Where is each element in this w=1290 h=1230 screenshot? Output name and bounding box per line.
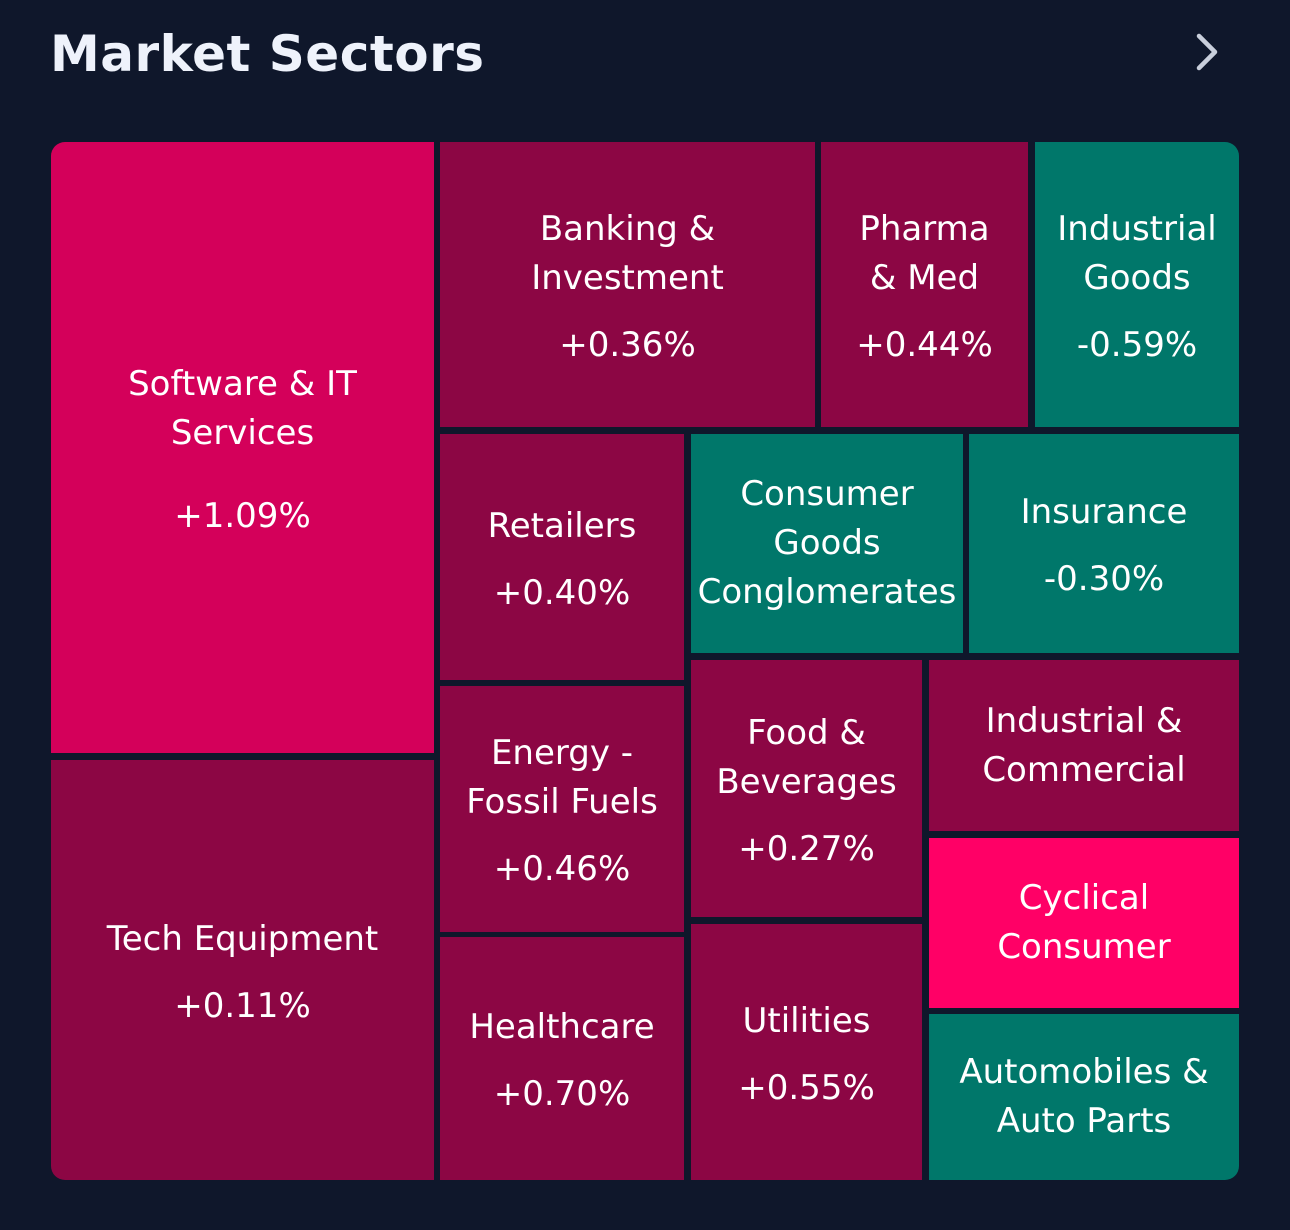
sector-tile-tech-equipment[interactable]: Tech Equipment +0.11% (51, 760, 434, 1180)
sector-tile-industrial-goods[interactable]: Industrial Goods -0.59% (1035, 142, 1239, 427)
sector-tile-food-beverages[interactable]: Food & Beverages +0.27% (691, 660, 922, 917)
sector-name: Energy - Fossil Fuels (466, 733, 658, 822)
sector-name: Automobiles & Auto Parts (959, 1052, 1209, 1141)
sector-name: Cyclical Consumer (997, 878, 1171, 967)
sector-tile-automobiles-auto-parts[interactable]: Automobiles & Auto Parts (929, 1014, 1239, 1180)
sector-tile-banking-investment[interactable]: Banking & Investment +0.36% (440, 142, 815, 427)
sector-tile-utilities[interactable]: Utilities +0.55% (691, 924, 922, 1180)
sector-tile-consumer-goods-conglomerates[interactable]: Consumer Goods Conglomerates (691, 434, 963, 653)
sector-tile-energy-fossil-fuels[interactable]: Energy - Fossil Fuels +0.46% (440, 686, 684, 932)
sector-change: +1.09% (174, 495, 311, 536)
sector-change: +0.44% (856, 324, 993, 365)
sector-change: -0.59% (1076, 324, 1198, 365)
sector-name: Retailers (487, 505, 637, 546)
sector-name: Industrial Goods (1057, 208, 1217, 298)
sector-treemap: Software & IT Services +1.09% Banking & … (51, 142, 1239, 1180)
sector-change: +0.11% (174, 985, 311, 1026)
sector-name: Tech Equipment (106, 918, 379, 959)
sector-name: Industrial & Commercial (982, 700, 1186, 790)
sector-change: +0.70% (493, 1074, 631, 1114)
sector-name: Healthcare (469, 1007, 655, 1047)
chevron-right-icon[interactable] (1182, 27, 1232, 77)
page-title: Market Sectors (50, 25, 485, 83)
sector-tile-healthcare[interactable]: Healthcare +0.70% (440, 937, 684, 1180)
sector-tile-cyclical-consumer[interactable]: Cyclical Consumer (929, 838, 1239, 1008)
sector-tile-insurance[interactable]: Insurance -0.30% (969, 434, 1239, 653)
sector-name: Food & Beverages (716, 712, 897, 802)
sector-tile-pharma-med[interactable]: Pharma & Med +0.44% (821, 142, 1028, 427)
sector-change: +0.27% (738, 828, 875, 869)
sector-change: +0.55% (738, 1067, 875, 1108)
sector-tile-retailers[interactable]: Retailers +0.40% (440, 434, 684, 680)
sector-tile-industrial-commercial[interactable]: Industrial & Commercial (929, 660, 1239, 831)
sector-name: Utilities (742, 1000, 871, 1041)
sector-change: -0.30% (1043, 559, 1165, 599)
sector-change: +0.40% (493, 572, 631, 613)
sector-name: Software & IT Services (128, 363, 357, 453)
sector-change: +0.46% (493, 849, 631, 889)
sector-tile-software-it-services[interactable]: Software & IT Services +1.09% (51, 142, 434, 753)
sector-name: Banking & Investment (531, 208, 724, 298)
sector-name: Pharma & Med (859, 208, 990, 298)
sector-change: +0.36% (559, 324, 696, 365)
chevron-right-icon-svg (1196, 33, 1218, 71)
sector-name: Consumer Goods Conglomerates (697, 474, 957, 612)
sector-name: Insurance (1020, 492, 1188, 532)
